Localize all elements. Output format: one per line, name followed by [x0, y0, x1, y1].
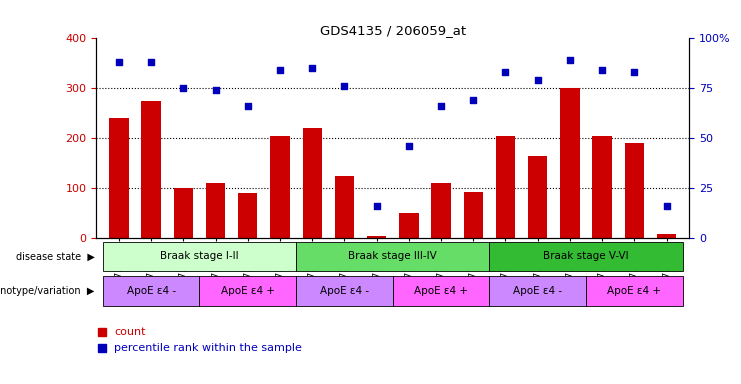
Point	[113, 59, 124, 65]
Point	[532, 77, 544, 83]
Point	[597, 67, 608, 73]
Bar	[109, 118, 128, 238]
Text: Braak stage III-IV: Braak stage III-IV	[348, 251, 437, 262]
Bar	[238, 193, 257, 238]
Point	[499, 69, 511, 75]
Text: ApoE ε4 -: ApoE ε4 -	[514, 286, 562, 296]
Bar	[657, 234, 677, 238]
Point	[274, 67, 286, 73]
Bar	[464, 192, 483, 238]
Title: GDS4135 / 206059_at: GDS4135 / 206059_at	[319, 24, 466, 37]
Point	[242, 103, 253, 109]
Bar	[431, 183, 451, 238]
Bar	[206, 183, 225, 238]
Text: ApoE ε4 -: ApoE ε4 -	[320, 286, 369, 296]
Bar	[560, 88, 579, 238]
Bar	[393, 276, 489, 306]
Point	[145, 59, 157, 65]
Text: count: count	[114, 327, 146, 337]
Point	[339, 83, 350, 89]
Bar	[199, 276, 296, 306]
Bar	[625, 143, 644, 238]
Point	[435, 103, 447, 109]
Bar	[489, 276, 586, 306]
Bar	[528, 156, 548, 238]
Bar	[142, 101, 161, 238]
Point	[564, 57, 576, 63]
Bar	[103, 242, 296, 271]
Bar	[489, 242, 682, 271]
Point	[628, 69, 640, 75]
Bar	[496, 136, 515, 238]
Text: Braak stage V-VI: Braak stage V-VI	[543, 251, 629, 262]
Point	[210, 87, 222, 93]
Bar	[296, 242, 489, 271]
Bar	[593, 136, 612, 238]
Text: genotype/variation  ▶: genotype/variation ▶	[0, 286, 95, 296]
Text: ApoE ε4 +: ApoE ε4 +	[414, 286, 468, 296]
Bar	[173, 188, 193, 238]
Bar	[399, 213, 419, 238]
Point	[468, 97, 479, 103]
Bar	[103, 276, 199, 306]
Point	[370, 203, 382, 209]
Bar	[270, 136, 290, 238]
Bar	[367, 235, 386, 238]
Text: ApoE ε4 +: ApoE ε4 +	[221, 286, 275, 296]
Bar	[296, 276, 393, 306]
Point	[661, 203, 673, 209]
Text: disease state  ▶: disease state ▶	[16, 251, 95, 262]
Bar	[335, 176, 354, 238]
Bar	[586, 276, 682, 306]
Point	[403, 143, 415, 149]
Bar	[302, 128, 322, 238]
Text: ApoE ε4 +: ApoE ε4 +	[608, 286, 662, 296]
Text: Braak stage I-II: Braak stage I-II	[160, 251, 239, 262]
Point	[306, 65, 318, 71]
Point	[177, 85, 189, 91]
Text: percentile rank within the sample: percentile rank within the sample	[114, 343, 302, 353]
Text: ApoE ε4 -: ApoE ε4 -	[127, 286, 176, 296]
